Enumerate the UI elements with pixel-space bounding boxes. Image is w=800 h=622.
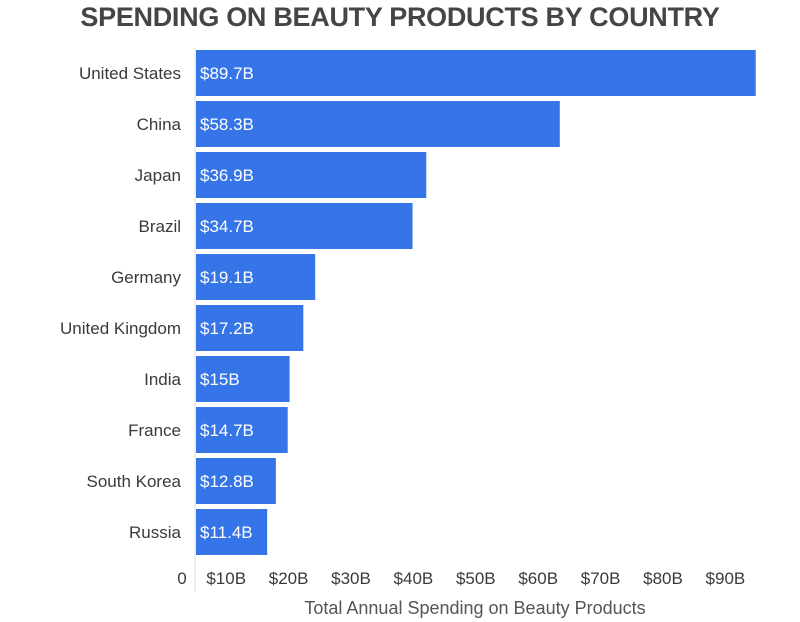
x-tick-label: $60B [518,569,558,588]
data-label: $19.1B [200,268,254,287]
bar [196,101,560,147]
bar [196,152,427,198]
category-label: South Korea [86,472,181,491]
category-label: Russia [129,523,182,542]
data-label: $36.9B [200,166,254,185]
category-label: United States [79,64,181,83]
bar [196,254,316,300]
x-tick-label: $90B [706,569,746,588]
x-tick-label: $20B [269,569,309,588]
bar [196,50,756,96]
category-label: China [137,115,182,134]
bar [196,305,304,351]
data-label: $34.7B [200,217,254,236]
x-tick-label: $10B [206,569,246,588]
data-label: $15B [200,370,240,389]
category-label: Brazil [138,217,181,236]
x-tick-label: $80B [643,569,683,588]
x-axis-label: Total Annual Spending on Beauty Products [304,598,645,618]
x-tick-label: $30B [331,569,371,588]
bar [196,407,288,453]
data-label: $12.8B [200,472,254,491]
x-tick-label: $70B [581,569,621,588]
data-label: $17.2B [200,319,254,338]
x-tick-label: $40B [394,569,434,588]
data-label: $89.7B [200,64,254,83]
category-label: United Kingdom [60,319,181,338]
bar [196,509,268,555]
data-label: $58.3B [200,115,254,134]
chart-title: SPENDING ON BEAUTY PRODUCTS BY COUNTRY [80,2,720,32]
bar [196,203,413,249]
category-label: Germany [111,268,181,287]
data-label: $14.7B [200,421,254,440]
data-label: $11.4B [200,523,253,542]
category-label: India [144,370,181,389]
x-tick-label: $50B [456,569,496,588]
category-label: France [128,421,181,440]
x-tick-label: 0 [177,569,186,588]
bar [196,458,276,504]
bar [196,356,290,402]
category-label: Japan [135,166,181,185]
